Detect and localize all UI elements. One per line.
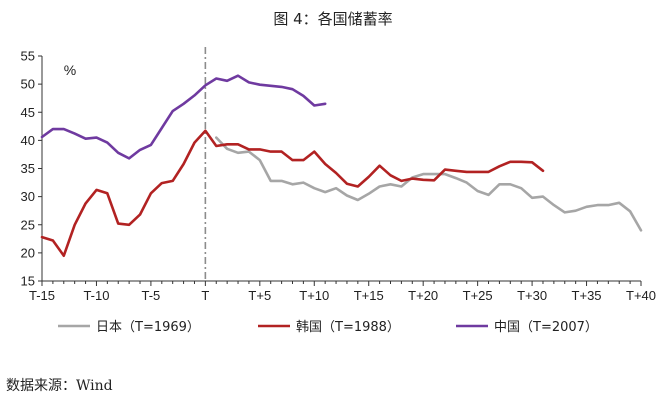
series-line-3 — [40, 74, 327, 160]
series-line-2 — [40, 129, 545, 257]
x-tick-label: T+10 — [299, 288, 329, 303]
legend-label-3: 中国（T=2007） — [494, 320, 598, 335]
x-tick-label: T-15 — [29, 288, 55, 303]
x-tick-label: T+15 — [354, 288, 384, 303]
axes: 15 20 25 30 35 40 45 50 55 T-15 T-10 T-5 T T+5 T+10 T+1… — [21, 49, 656, 304]
legend-label-2: 韩国（T=1988） — [296, 320, 400, 335]
x-tick-label: T+30 — [517, 288, 547, 303]
y-tick-label: 25 — [21, 217, 35, 232]
x-tick-label: T+5 — [248, 288, 271, 303]
legend-label-1: 日本（T=1969） — [96, 320, 200, 335]
y-tick-label: 55 — [21, 49, 35, 64]
y-tick-label: 15 — [21, 274, 35, 289]
x-tick-label: T-10 — [83, 288, 109, 303]
unit-label: % — [64, 62, 76, 78]
y-tick-label: 30 — [21, 189, 35, 204]
y-tick-label: 40 — [21, 133, 35, 148]
legend: 日本（T=1969） 韩国（T=1988） 中国（T=2007） — [58, 320, 598, 335]
x-tick-label: T-5 — [142, 288, 161, 303]
y-tick-label: 20 — [21, 245, 35, 260]
x-tick-label: T+40 — [626, 288, 656, 303]
chart-title: 图 4：各国储蓄率 — [273, 10, 392, 28]
x-tick-label: T+20 — [408, 288, 438, 303]
x-tick-label: T+35 — [572, 288, 602, 303]
y-tick-label: 35 — [21, 161, 35, 176]
series-line-1 — [215, 136, 643, 232]
x-tick-label: T+25 — [463, 288, 493, 303]
source-note: 数据来源：Wind — [6, 378, 113, 394]
y-tick-label: 50 — [21, 77, 35, 92]
y-tick-label: 45 — [21, 105, 35, 120]
x-tick-label: T — [201, 288, 209, 303]
series-group — [40, 74, 643, 257]
